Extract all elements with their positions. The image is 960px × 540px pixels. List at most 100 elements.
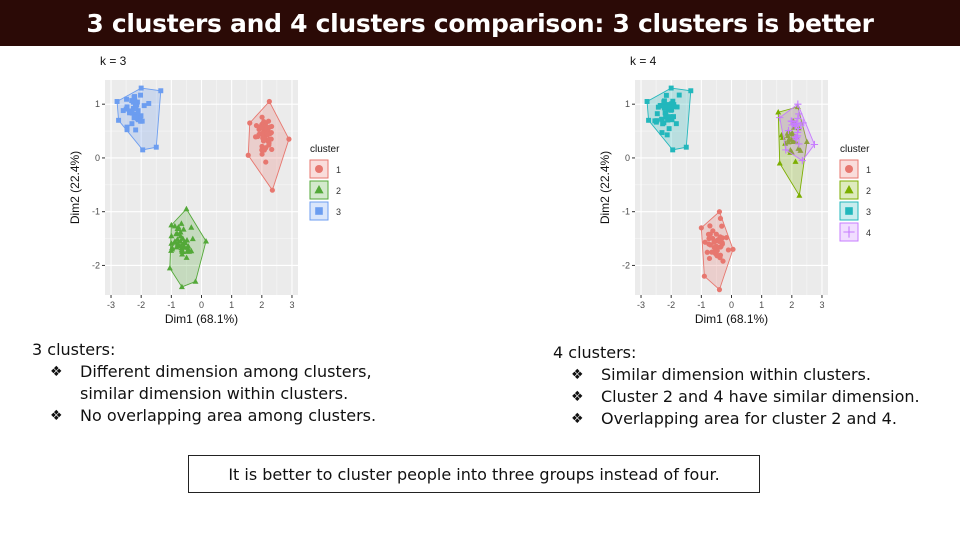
- x-tick-label: 0: [199, 300, 204, 310]
- cluster-plot-svg: k = 4 -3 -2 -1 0 1 2 3 -2 -1 0 1 Dim1 (68.1%) Dim2 (2…: [598, 54, 871, 326]
- legend-key-2: 2: [839, 180, 871, 200]
- data-point: [782, 140, 789, 146]
- x-tick-label: 3: [289, 300, 294, 310]
- data-point: [188, 224, 195, 230]
- data-point: [179, 251, 186, 257]
- data-point: [701, 273, 707, 279]
- data-point: [664, 132, 670, 138]
- data-point: [676, 92, 682, 98]
- data-point: [135, 108, 141, 114]
- x-axis-label: Dim1 (68.1%): [165, 312, 238, 326]
- data-point: [707, 223, 713, 229]
- x-tick-label: 0: [729, 300, 734, 310]
- data-point: [669, 117, 675, 123]
- data-point: [792, 158, 799, 164]
- data-point: [192, 278, 199, 284]
- data-point: [203, 238, 210, 244]
- data-point: [716, 209, 723, 215]
- cluster-3: [114, 85, 164, 153]
- data-point: [177, 238, 184, 244]
- data-point: [663, 114, 669, 120]
- data-point: [132, 102, 138, 108]
- data-point: [179, 235, 186, 241]
- data-point: [784, 132, 791, 139]
- y-tick-label: -2: [622, 260, 630, 270]
- legend-marker: [844, 185, 854, 194]
- data-point: [268, 136, 274, 142]
- y-tick-label: -1: [622, 207, 630, 217]
- data-point: [792, 120, 800, 128]
- data-point: [775, 109, 782, 115]
- data-point: [803, 138, 810, 145]
- three-cluster-bullet-list: ❖ Different dimension among clusters, si…: [32, 361, 412, 427]
- legend-title: cluster: [840, 144, 870, 155]
- data-point: [132, 98, 138, 104]
- data-point: [168, 221, 175, 228]
- data-point: [662, 104, 668, 110]
- three-cluster-heading: 3 clusters:: [32, 340, 116, 359]
- data-point: [787, 117, 795, 125]
- diamond-bullet-icon: ❖: [50, 364, 63, 380]
- data-point: [114, 99, 120, 104]
- data-point: [785, 138, 792, 145]
- legend-label: 3: [866, 207, 871, 217]
- data-point: [124, 125, 130, 131]
- diamond-bullet-icon: ❖: [50, 408, 63, 424]
- data-point: [788, 121, 796, 129]
- x-tick-label: -2: [667, 300, 675, 310]
- bullet-item: ❖ No overlapping area among clusters.: [50, 405, 412, 427]
- legend-marker: [314, 185, 324, 194]
- data-point: [141, 103, 147, 109]
- cluster-plot-svg: k = 3 -3 -2 -1 0 1 2 3 -2 -1 0 1 Dim1 (68.1%) Dim2 (2…: [68, 54, 341, 326]
- data-point: [710, 235, 716, 242]
- data-point: [660, 121, 666, 127]
- data-point: [713, 231, 719, 237]
- data-point: [776, 113, 784, 122]
- x-tick-label: 2: [789, 300, 794, 310]
- legend-label: 3: [336, 207, 341, 217]
- four-cluster-notes: 4 clusters: ❖ Similar dimension within c…: [553, 343, 943, 430]
- bullet-item: ❖ Overlapping area for cluster 2 and 4.: [571, 408, 943, 430]
- data-point: [245, 152, 251, 158]
- four-cluster-bullet-list: ❖ Similar dimension within clusters. ❖ C…: [553, 364, 943, 430]
- data-point: [717, 215, 724, 222]
- data-point: [124, 96, 129, 102]
- data-point: [666, 126, 672, 132]
- data-point: [725, 247, 732, 253]
- data-point: [184, 237, 190, 243]
- legend-label: 2: [336, 186, 341, 196]
- data-point: [663, 92, 669, 98]
- data-point: [810, 140, 819, 149]
- bullet-text: Cluster 2 and 4 have similar dimension.: [601, 387, 920, 406]
- data-point: [705, 231, 712, 237]
- three-cluster-notes: 3 clusters: ❖ Different dimension among …: [32, 340, 412, 427]
- legend-key-4: 4: [839, 222, 871, 242]
- x-tick-label: 2: [259, 300, 264, 310]
- data-point: [185, 243, 192, 249]
- data-point: [706, 241, 712, 247]
- cluster-3: [644, 85, 694, 153]
- diamond-bullet-icon: ❖: [571, 367, 584, 383]
- data-point: [706, 255, 713, 262]
- data-point: [132, 114, 138, 120]
- data-point: [655, 104, 661, 110]
- data-point: [133, 127, 139, 133]
- data-point: [134, 99, 140, 105]
- data-point: [256, 124, 263, 130]
- data-point: [247, 120, 253, 126]
- data-point: [269, 123, 275, 130]
- data-point: [173, 230, 180, 237]
- data-point: [784, 126, 793, 135]
- data-point: [134, 111, 140, 117]
- data-point: [644, 99, 650, 104]
- legend-label: 2: [866, 186, 871, 196]
- data-point: [178, 248, 185, 254]
- legend-key-3: 3: [309, 201, 341, 221]
- legend-label: 4: [866, 228, 871, 238]
- data-point: [673, 121, 679, 127]
- data-point: [129, 108, 135, 114]
- data-point: [183, 205, 190, 212]
- data-point: [269, 146, 275, 153]
- data-point: [183, 254, 190, 260]
- data-point: [794, 100, 802, 108]
